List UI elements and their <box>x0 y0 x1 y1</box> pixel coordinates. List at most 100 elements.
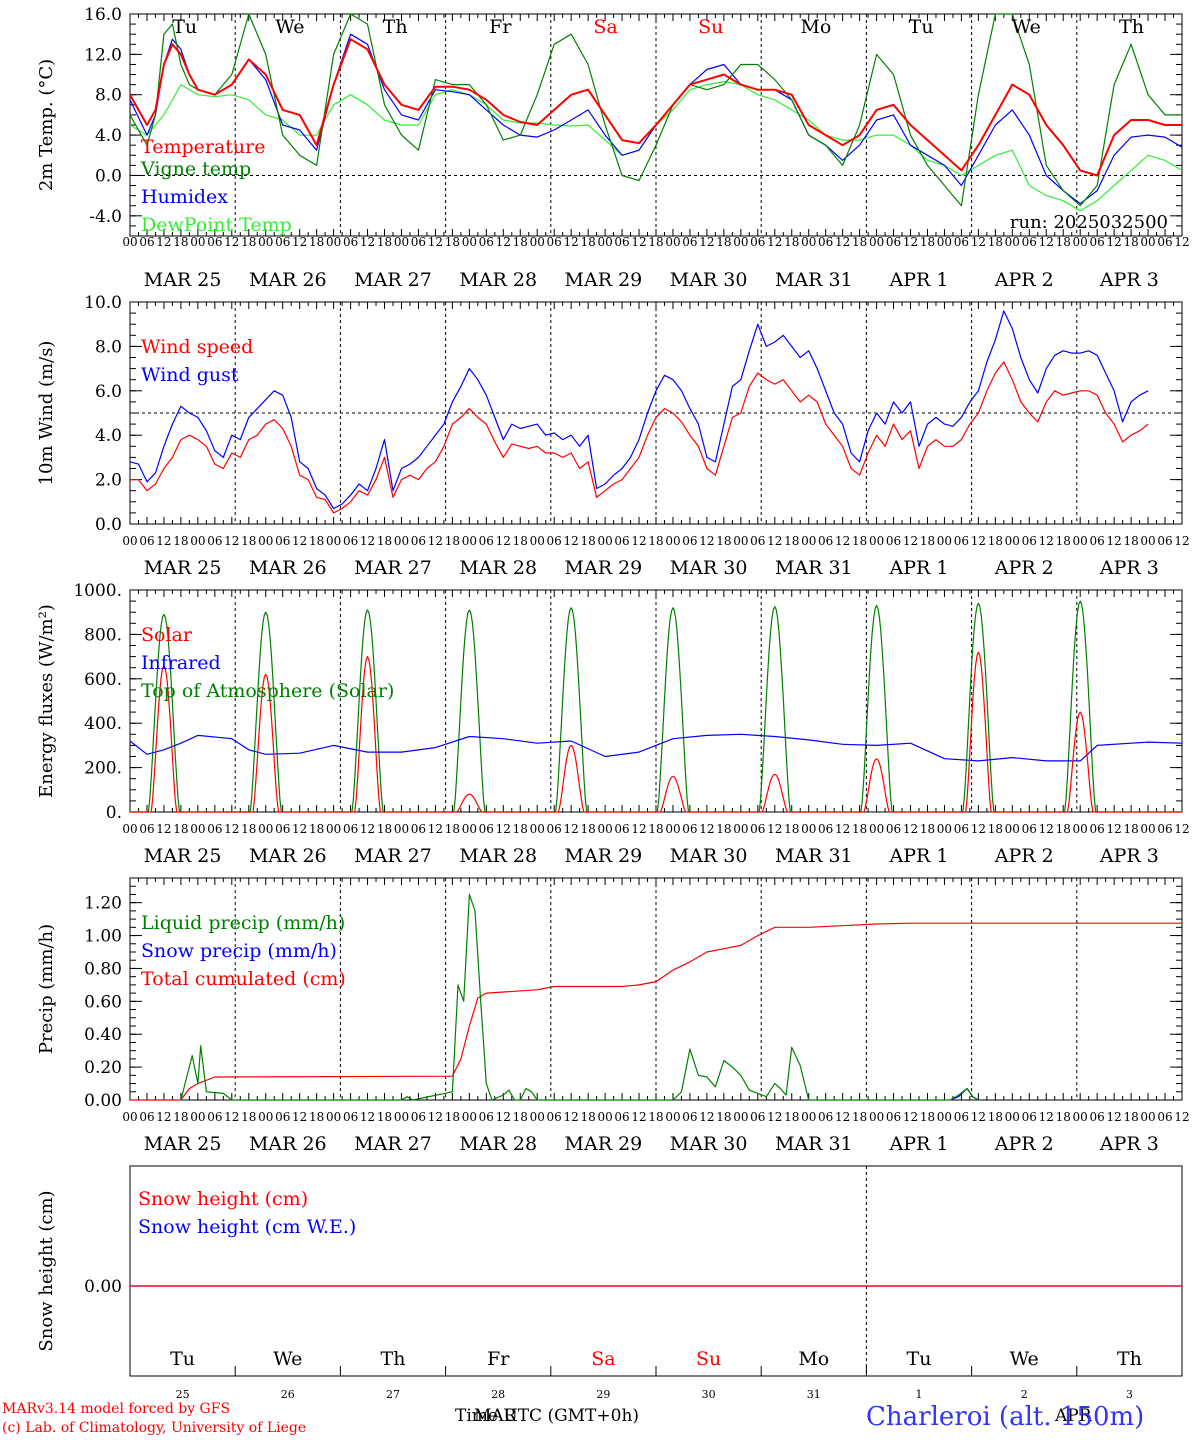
hour-tick-label: 00 <box>665 822 680 836</box>
hour-tick-label: 06 <box>954 534 969 548</box>
legend-entry: Snow precip (mm/h) <box>141 940 337 962</box>
series-line-infrared <box>129 733 1183 762</box>
hour-tick-label: 06 <box>479 235 494 249</box>
date-label: MAR 25 <box>144 269 222 291</box>
hour-tick-label: 18 <box>852 534 867 548</box>
hour-tick-label: 18 <box>920 822 935 836</box>
hour-tick-label: 06 <box>1090 235 1105 249</box>
date-label: APR 1 <box>889 845 949 867</box>
hour-tick-label: 12 <box>1039 1110 1054 1124</box>
hour-tick-label: 00 <box>326 822 341 836</box>
day-name-label: Tu <box>909 16 934 38</box>
hour-tick-label: 00 <box>1140 235 1155 249</box>
hour-tick-label: 00 <box>190 235 205 249</box>
hour-tick-label: 18 <box>648 822 663 836</box>
hour-tick-label: 12 <box>1106 822 1121 836</box>
hour-tick-label: 06 <box>818 534 833 548</box>
hour-tick-label: 12 <box>971 822 986 836</box>
y-tick-label: -4.0 <box>89 207 122 227</box>
day-number-label: 27 <box>386 1388 400 1401</box>
hour-tick-label: 06 <box>954 1110 969 1124</box>
hour-tick-label: 06 <box>275 822 290 836</box>
hour-tick-label: 18 <box>173 534 188 548</box>
date-label: MAR 25 <box>144 557 222 579</box>
hour-tick-label: 12 <box>835 822 850 836</box>
legend-entry: Infrared <box>141 652 221 674</box>
hour-tick-label: 00 <box>937 822 952 836</box>
hour-tick-label: 00 <box>462 235 477 249</box>
hour-tick-label: 18 <box>309 235 324 249</box>
date-label: MAR 25 <box>144 845 222 867</box>
date-label: MAR 26 <box>249 845 327 867</box>
series-line-vigne-temp <box>129 13 1182 207</box>
hour-tick-label: 18 <box>173 1110 188 1124</box>
hour-tick-label: 06 <box>275 534 290 548</box>
date-label: MAR 29 <box>565 845 643 867</box>
y-tick-label: 12.0 <box>84 45 122 65</box>
hour-tick-label: 18 <box>1123 1110 1138 1124</box>
hour-tick-label: 00 <box>1073 822 1088 836</box>
hour-tick-label: 06 <box>954 235 969 249</box>
day-name-label: Fr <box>487 1348 510 1370</box>
hour-tick-label: 06 <box>343 1110 358 1124</box>
hour-tick-label: 00 <box>326 534 341 548</box>
hour-tick-label: 12 <box>1106 235 1121 249</box>
hour-tick-label: 06 <box>1090 822 1105 836</box>
hour-tick-label: 00 <box>1140 534 1155 548</box>
hour-tick-label: 00 <box>869 534 884 548</box>
hour-tick-label: 18 <box>445 822 460 836</box>
hour-tick-label: 12 <box>292 1110 307 1124</box>
hour-tick-label: 06 <box>139 822 154 836</box>
hour-tick-label: 00 <box>733 534 748 548</box>
hour-tick-label: 06 <box>1157 235 1172 249</box>
hour-tick-label: 00 <box>597 235 612 249</box>
y-tick-label: 4.0 <box>95 126 122 146</box>
hour-tick-label: 00 <box>801 822 816 836</box>
hour-tick-label: 06 <box>207 534 222 548</box>
y-tick-label: 0. <box>106 803 122 823</box>
hour-tick-label: 06 <box>818 235 833 249</box>
hour-tick-label: 06 <box>1157 1110 1172 1124</box>
date-label: MAR 27 <box>354 1133 432 1155</box>
day-name-label: Tu <box>907 1348 932 1370</box>
day-number-label: 2 <box>1021 1388 1028 1401</box>
month-label-apr: APR <box>1055 1406 1092 1426</box>
hour-tick-label: 06 <box>614 534 629 548</box>
hour-tick-label: 18 <box>445 235 460 249</box>
hour-tick-label: 18 <box>241 534 256 548</box>
hour-tick-label: 00 <box>258 534 273 548</box>
hour-tick-label: 18 <box>1123 235 1138 249</box>
hour-tick-label: 06 <box>614 1110 629 1124</box>
hour-tick-label: 00 <box>190 1110 205 1124</box>
date-label: APR 2 <box>994 845 1054 867</box>
hour-tick-label: 18 <box>580 822 595 836</box>
hour-tick-label: 12 <box>564 1110 579 1124</box>
date-label: MAR 25 <box>144 1133 222 1155</box>
hour-tick-label: 18 <box>173 235 188 249</box>
hour-tick-label: 00 <box>733 822 748 836</box>
legend-entry: Wind speed <box>141 336 253 358</box>
hour-tick-label: 06 <box>750 822 765 836</box>
station-name: Charleroi (alt. 150m) <box>866 1402 1145 1432</box>
hour-tick-label: 18 <box>1056 534 1071 548</box>
hour-tick-label: 12 <box>903 822 918 836</box>
y-axis-title: Precip (mm/h) <box>36 924 57 1054</box>
hour-tick-label: 00 <box>122 822 137 836</box>
run-label: run: 2025032500 <box>1010 212 1168 233</box>
hour-tick-label: 00 <box>869 235 884 249</box>
date-label: APR 3 <box>1099 1133 1159 1155</box>
day-number-label: 29 <box>596 1388 610 1401</box>
hour-tick-label: 18 <box>988 235 1003 249</box>
hour-tick-label: 12 <box>156 822 171 836</box>
day-number-label: 1 <box>916 1388 923 1401</box>
hour-tick-label: 06 <box>750 1110 765 1124</box>
hour-tick-label: 00 <box>1073 534 1088 548</box>
hour-tick-label: 18 <box>784 822 799 836</box>
date-label: APR 3 <box>1099 557 1159 579</box>
hour-tick-label: 12 <box>156 534 171 548</box>
legend-entry: Liquid precip (mm/h) <box>141 912 345 934</box>
hour-tick-label: 12 <box>224 534 239 548</box>
date-label: MAR 29 <box>565 269 643 291</box>
hour-tick-label: 00 <box>258 235 273 249</box>
